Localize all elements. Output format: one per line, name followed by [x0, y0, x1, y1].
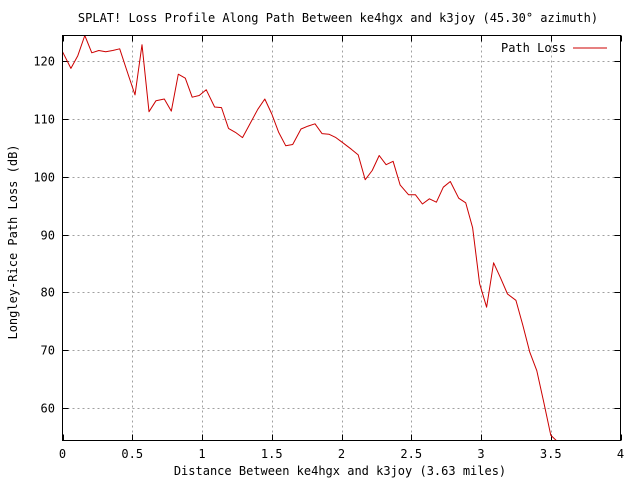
y-axis-ticks: 60 70 80 90 100 110 120: [33, 55, 621, 416]
x-axis-ticks: 0 0.5 1 1.5 2 2.5 3 3.5 4: [59, 35, 624, 461]
x-tick-label: 1.5: [261, 447, 283, 461]
x-tick-label: 4: [617, 447, 624, 461]
x-tick-label: 0: [59, 447, 66, 461]
plot-frame: [62, 35, 621, 441]
y-tick-label: 100: [33, 171, 55, 185]
chart-title: SPLAT! Loss Profile Along Path Between k…: [78, 11, 598, 25]
x-tick-label: 0.5: [121, 447, 143, 461]
y-tick-label: 70: [41, 344, 55, 358]
y-tick-label: 60: [41, 402, 55, 416]
legend: Path Loss: [501, 41, 607, 55]
y-tick-label: 80: [41, 286, 55, 300]
x-tick-label: 3: [477, 447, 484, 461]
y-tick-label: 90: [41, 229, 55, 243]
grid-lines: [62, 35, 621, 441]
x-tick-label: 2.5: [400, 447, 422, 461]
x-tick-label: 3.5: [540, 447, 562, 461]
legend-label: Path Loss: [501, 41, 566, 55]
y-tick-label: 120: [33, 55, 55, 69]
x-tick-label: 2: [338, 447, 345, 461]
path-loss-line: [62, 35, 557, 441]
y-tick-label: 110: [33, 113, 55, 127]
series-layer: [62, 35, 557, 441]
x-tick-label: 1: [198, 447, 205, 461]
x-axis-label: Distance Between ke4hgx and k3joy (3.63 …: [174, 464, 506, 478]
y-axis-label: Longley-Rice Path Loss (dB): [6, 144, 20, 339]
